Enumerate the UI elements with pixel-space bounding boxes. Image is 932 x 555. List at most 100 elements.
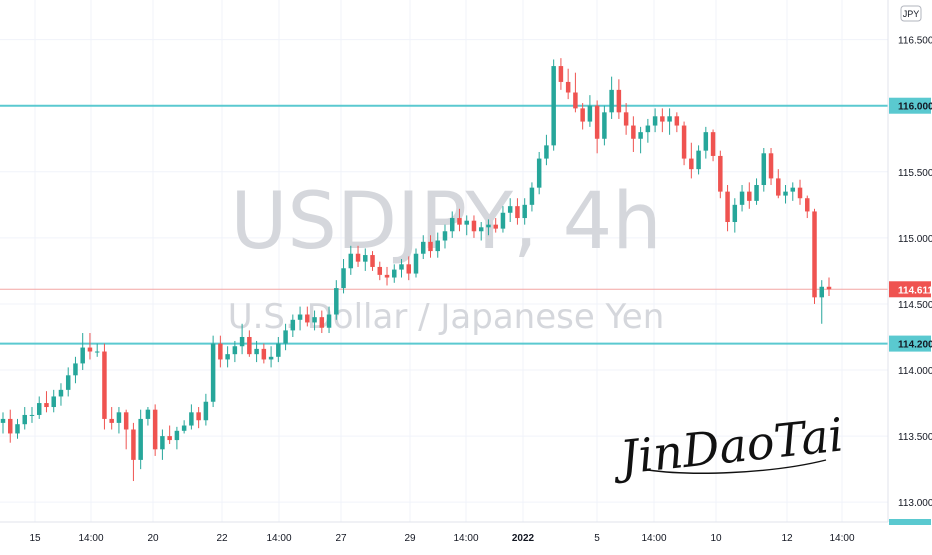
candle [790, 182, 796, 201]
candle [109, 407, 114, 430]
candle-body [652, 116, 658, 126]
time-tick-label: 5 [594, 533, 600, 544]
candle [812, 208, 817, 304]
candle-body [22, 414, 27, 425]
candle [442, 224, 448, 249]
candle [449, 211, 455, 238]
candle-body [399, 264, 404, 270]
candle [261, 343, 267, 364]
candle-body [507, 206, 513, 213]
signature: JinDaoTai [609, 407, 845, 485]
candle [718, 150, 723, 199]
candle-body [181, 425, 187, 431]
candle [348, 245, 354, 275]
candle-body [442, 231, 448, 241]
candle [131, 422, 136, 482]
candle-body [392, 269, 397, 278]
candle [471, 215, 477, 238]
candle-body [638, 132, 643, 139]
candle [80, 333, 85, 371]
candle [210, 335, 216, 408]
candle-body [218, 343, 223, 360]
candle [732, 198, 738, 233]
candle-body [515, 206, 520, 219]
candle-body [623, 112, 629, 126]
candle-body [363, 255, 368, 262]
candle-body [797, 187, 803, 199]
candle-body [696, 150, 701, 170]
candle [44, 391, 49, 413]
candle [218, 335, 223, 368]
candle-body [145, 409, 151, 419]
currency-badge: JPY [900, 5, 922, 22]
candle-body [768, 153, 774, 179]
time-axis: 15 14:00 20 22 14:00 27 29 14:00 2022 5 14:00 10 12 1… [0, 521, 888, 544]
candle [326, 306, 332, 334]
candle-body [247, 336, 252, 355]
candle-body [594, 105, 600, 139]
time-tick-label: 2022 [512, 533, 535, 544]
candle [138, 409, 143, 470]
candle [392, 264, 397, 283]
candle [355, 245, 361, 267]
candle [565, 68, 571, 100]
candle [616, 79, 622, 119]
candle-body [102, 351, 107, 419]
candle [196, 407, 201, 429]
candle-body [319, 317, 325, 328]
candle [116, 407, 122, 434]
candle-body [565, 81, 571, 93]
candle [181, 420, 187, 434]
time-tick-label: 20 [147, 533, 159, 544]
candle-body [138, 418, 143, 460]
candle-body [370, 255, 375, 267]
candle [826, 277, 832, 297]
candle-body [326, 314, 332, 328]
currency-label: JPY [903, 9, 920, 19]
candle [319, 310, 325, 334]
candle-body [420, 241, 426, 254]
candle [87, 333, 93, 360]
candle [363, 248, 368, 271]
level-tag [889, 335, 931, 352]
time-tick-label: 22 [216, 533, 228, 544]
candle [406, 256, 412, 281]
candle [486, 219, 491, 236]
candle-body [776, 178, 781, 196]
candle-body [718, 155, 723, 192]
candle-body [457, 218, 462, 225]
current-price-label: 114.611 [898, 285, 932, 296]
candle [464, 215, 469, 236]
candle-body [587, 105, 593, 122]
candle [797, 179, 803, 205]
signature-text: JinDaoTai [609, 407, 845, 485]
candle [0, 412, 6, 434]
candle [689, 142, 694, 179]
candle [15, 418, 20, 439]
time-tick-label: 15 [29, 533, 41, 544]
candle [783, 185, 788, 204]
candle-body [254, 348, 259, 355]
candle-body [203, 401, 209, 421]
candle-body [551, 66, 556, 146]
candles [0, 58, 832, 482]
candle [174, 426, 180, 450]
candle-body [131, 429, 136, 460]
candle [725, 185, 730, 232]
candle [290, 314, 296, 337]
candle-body [435, 240, 440, 252]
candle-body [732, 204, 738, 223]
candle [341, 259, 346, 294]
candle-body [464, 220, 469, 225]
candle [65, 367, 71, 397]
candle-body [160, 436, 165, 450]
candle-body [406, 264, 412, 274]
candle-body [123, 412, 129, 430]
candle-body [471, 220, 477, 232]
candle [58, 383, 64, 406]
candle-body [283, 330, 288, 344]
candle-body [312, 317, 317, 323]
candle [334, 280, 339, 320]
